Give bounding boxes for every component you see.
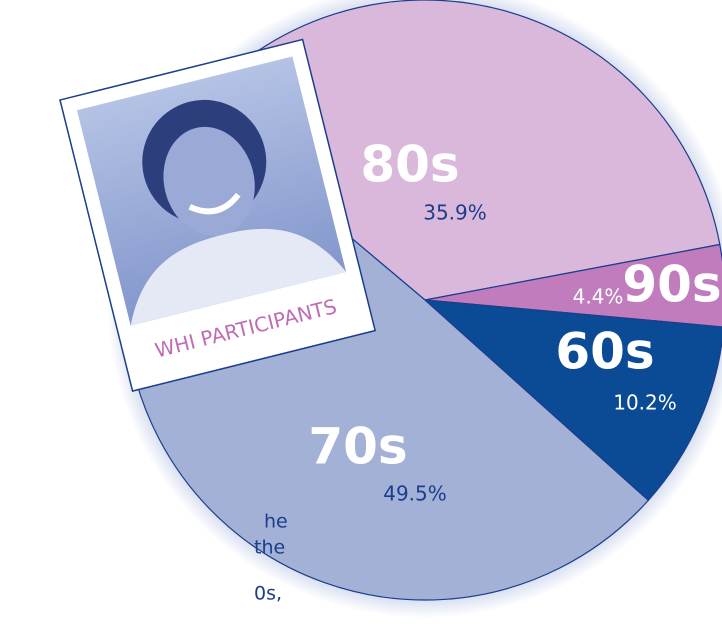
side-text-line: 0s, — [254, 583, 282, 605]
chart: lianhethe0s, WHI PARTICIPANTS 80s35.9%90… — [0, 0, 722, 640]
category-label: 90s — [622, 256, 721, 314]
side-text-line: he — [264, 511, 288, 533]
category-label: 80s — [360, 136, 459, 194]
value-label: 10.2% — [613, 391, 677, 415]
value-label: 49.5% — [383, 482, 447, 506]
side-text-line: the — [254, 537, 285, 559]
value-label: 35.9% — [423, 201, 487, 225]
category-label: 70s — [308, 418, 407, 476]
page: lianhethe0s, WHI PARTICIPANTS 80s35.9%90… — [0, 0, 722, 640]
category-label: 60s — [555, 323, 654, 381]
value-label: 4.4% — [573, 285, 624, 309]
